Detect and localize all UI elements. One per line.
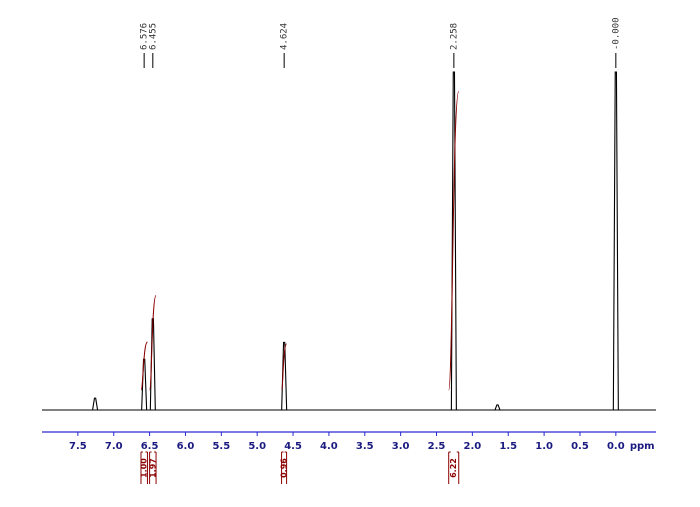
peak [612, 71, 619, 411]
integral-label: 1.00 [140, 458, 149, 478]
x-tick-label: 4.5 [284, 441, 302, 452]
integral-bracket [281, 451, 288, 484]
peak [494, 404, 501, 411]
x-tick-label: 5.5 [212, 441, 230, 452]
x-tick-label: 4.0 [320, 441, 338, 452]
x-tick-label: 1.5 [499, 441, 517, 452]
x-tick-label: 6.5 [141, 441, 159, 452]
integral-label: 0.96 [280, 458, 289, 478]
peak-label: 6.576 [140, 23, 150, 50]
x-axis-label: ppm [630, 441, 655, 452]
x-tick-label: 5.0 [248, 441, 266, 452]
integral-label: 1.97 [148, 458, 157, 478]
x-tick-label: 3.0 [392, 441, 410, 452]
integral-bracket [448, 451, 460, 484]
integral-curve [140, 341, 148, 391]
x-tick-label: 2.0 [464, 441, 482, 452]
x-tick-label: 7.5 [69, 441, 87, 452]
integral-bracket [140, 451, 148, 484]
x-tick-label: 0.0 [607, 441, 625, 452]
integral-label: 6.22 [449, 458, 458, 478]
x-tick-label: 6.0 [177, 441, 195, 452]
integral-bracket [149, 451, 157, 484]
integral-curve [149, 294, 157, 391]
integral-curve [281, 343, 288, 391]
x-tick-label: 1.0 [535, 441, 553, 452]
peak [450, 71, 457, 411]
x-tick-label: 0.5 [571, 441, 589, 452]
peak-label: -0.000 [611, 17, 621, 50]
x-tick-label: 3.5 [356, 441, 374, 452]
x-tick-label: 7.0 [105, 441, 123, 452]
peak-label: 2.258 [449, 23, 459, 50]
peak-label: 6.455 [148, 23, 158, 50]
integral-curve [448, 90, 460, 391]
peak-label: 4.624 [280, 23, 290, 50]
peak [92, 397, 99, 411]
x-tick-label: 2.5 [428, 441, 446, 452]
